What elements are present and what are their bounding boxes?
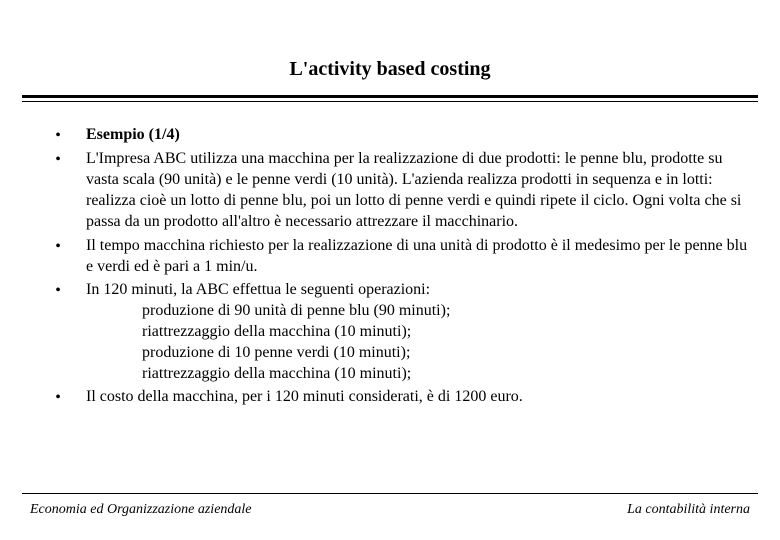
sublist-item: produzione di 90 unità di penne blu (90 … <box>142 300 750 321</box>
footer-right: La contabilità interna <box>627 502 750 518</box>
footer-left: Economia ed Organizzazione aziendale <box>30 502 252 518</box>
bullet-lead: In 120 minuti, la ABC effettua le seguen… <box>86 281 430 298</box>
list-item: • Il costo della macchina, per i 120 min… <box>30 386 750 408</box>
sublist-item: produzione di 10 penne verdi (10 minuti)… <box>142 342 750 363</box>
sublist-item: riattrezzaggio della macchina (10 minuti… <box>142 363 750 384</box>
bullet-dot-icon: • <box>30 235 86 257</box>
content-area: • Esempio (1/4) • L'Impresa ABC utilizza… <box>0 102 780 408</box>
list-item: • Il tempo macchina richiesto per la rea… <box>30 235 750 277</box>
bullet-text: Il costo della macchina, per i 120 minut… <box>86 386 750 407</box>
footer-divider <box>22 493 758 494</box>
bullet-dot-icon: • <box>30 279 86 301</box>
sublist: produzione di 90 unità di penne blu (90 … <box>86 300 750 384</box>
bullet-text: L'Impresa ABC utilizza una macchina per … <box>86 148 750 232</box>
bullet-dot-icon: • <box>30 148 86 170</box>
bullet-list: • Esempio (1/4) • L'Impresa ABC utilizza… <box>30 124 750 408</box>
sublist-item: riattrezzaggio della macchina (10 minuti… <box>142 321 750 342</box>
list-item: • In 120 minuti, la ABC effettua le segu… <box>30 279 750 385</box>
bullet-dot-icon: • <box>30 124 86 146</box>
bullet-dot-icon: • <box>30 386 86 408</box>
title-divider <box>22 95 758 102</box>
slide-title: L'activity based costing <box>0 0 780 95</box>
list-item: • Esempio (1/4) <box>30 124 750 146</box>
bullet-text: In 120 minuti, la ABC effettua le seguen… <box>86 279 750 385</box>
slide: L'activity based costing • Esempio (1/4)… <box>0 0 780 540</box>
list-item: • L'Impresa ABC utilizza una macchina pe… <box>30 148 750 232</box>
bullet-text: Il tempo macchina richiesto per la reali… <box>86 235 750 277</box>
bullet-text: Esempio (1/4) <box>86 124 750 145</box>
footer: Economia ed Organizzazione aziendale La … <box>30 502 750 518</box>
footer-rule <box>22 493 758 494</box>
